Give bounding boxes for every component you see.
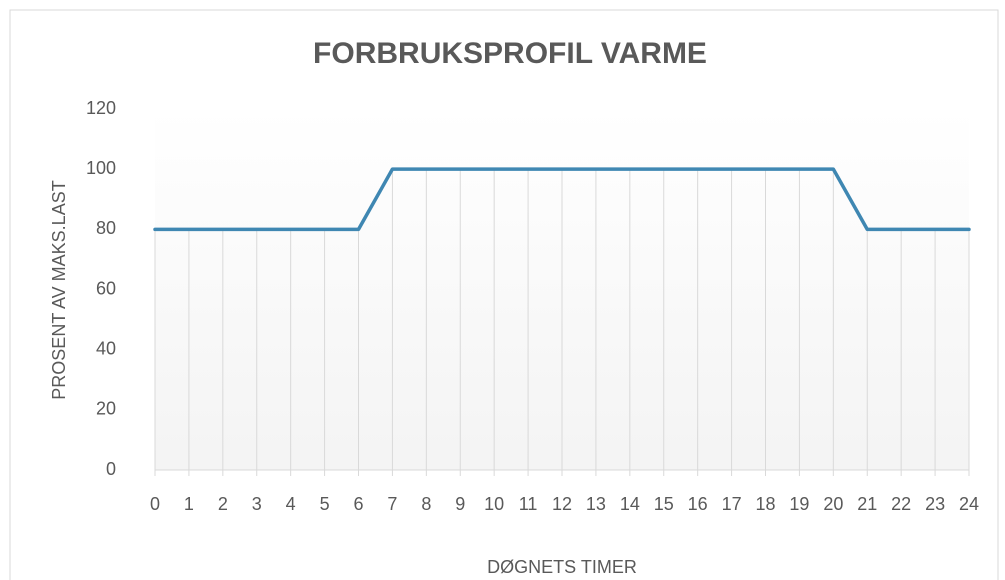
x-tick-label: 12 bbox=[552, 494, 572, 514]
x-tick-label: 11 bbox=[519, 494, 538, 514]
y-tick-label: 80 bbox=[96, 218, 116, 238]
x-tick-label: 15 bbox=[654, 494, 674, 514]
x-tick-label: 1 bbox=[184, 494, 194, 514]
y-tick-label: 120 bbox=[86, 98, 116, 118]
x-tick-label: 24 bbox=[959, 494, 979, 514]
chart-title: FORBRUKSPROFIL VARME bbox=[313, 37, 707, 70]
x-tick-label: 18 bbox=[755, 494, 775, 514]
x-tick-label: 4 bbox=[286, 494, 296, 514]
x-tick-label: 19 bbox=[789, 494, 809, 514]
x-tick-label: 22 bbox=[891, 494, 911, 514]
y-tick-label: 20 bbox=[96, 399, 116, 419]
x-tick-label: 21 bbox=[857, 494, 877, 514]
x-tick-label: 5 bbox=[320, 494, 330, 514]
y-tick-label: 60 bbox=[96, 278, 116, 298]
x-tick-label: 2 bbox=[218, 494, 228, 514]
x-tick-label: 6 bbox=[353, 494, 363, 514]
x-tick-label: 14 bbox=[620, 494, 640, 514]
y-axis-label: PROSENT AV MAKS.LAST bbox=[49, 180, 69, 399]
y-tick-label: 100 bbox=[86, 158, 116, 178]
x-tick-label: 0 bbox=[150, 494, 160, 514]
x-tick-label: 7 bbox=[387, 494, 397, 514]
y-tick-label: 40 bbox=[96, 338, 116, 358]
x-tick-label: 16 bbox=[688, 494, 708, 514]
x-axis-label: DØGNETS TIMER bbox=[487, 557, 637, 577]
y-tick-label: 0 bbox=[106, 459, 116, 479]
chart-border bbox=[9, 9, 999, 580]
x-tick-label: 13 bbox=[586, 494, 606, 514]
data-line bbox=[153, 167, 971, 232]
x-tick-label: 23 bbox=[925, 494, 945, 514]
x-tick-label: 10 bbox=[484, 494, 504, 514]
x-tick-label: 8 bbox=[421, 494, 431, 514]
x-tick-label: 20 bbox=[823, 494, 843, 514]
x-tick-label: 17 bbox=[722, 494, 742, 514]
x-tick-label: 9 bbox=[455, 494, 465, 514]
x-tick-label: 3 bbox=[252, 494, 262, 514]
